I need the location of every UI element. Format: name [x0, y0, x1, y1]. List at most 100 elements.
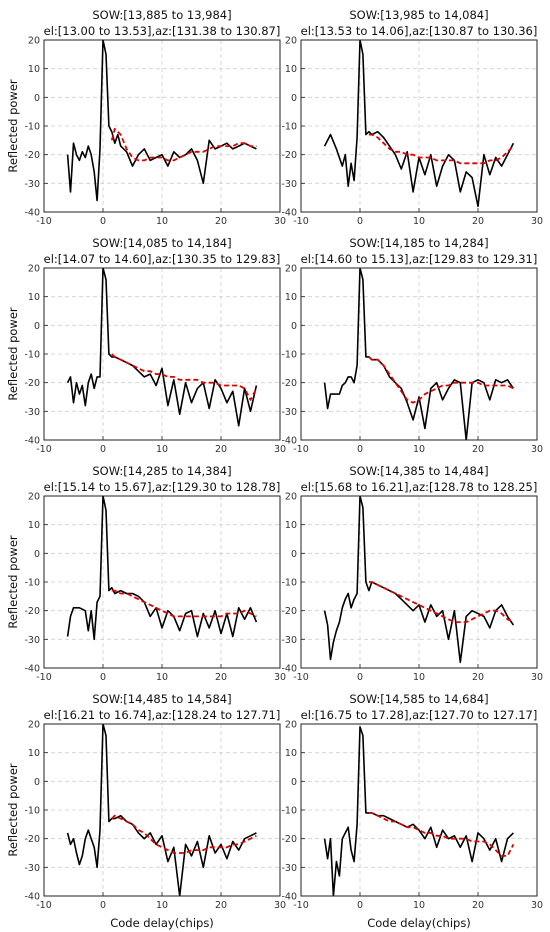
- panel-title-el-az: el:[14.60 to 15.13],az:[129.83 to 129.31…: [301, 252, 538, 266]
- y-tick-label: -30: [281, 635, 297, 646]
- panel-title-sow: SOW:[14,485 to 14,584]: [92, 692, 231, 706]
- x-tick-label: 10: [156, 900, 168, 911]
- panel-title-sow: SOW:[14,585 to 14,684]: [349, 692, 488, 706]
- x-tick-label: -10: [36, 672, 52, 683]
- x-tick-label: 0: [357, 216, 363, 227]
- y-tick-label: -20: [24, 150, 40, 161]
- panel-title-el-az: el:[13.53 to 14.06],az:[130.87 to 130.36…: [301, 24, 538, 38]
- panel-4: -10 0 10 20 30 -40 -30 -20 -10 0 10 20 SOW:[14,185 t…: [281, 236, 543, 455]
- y-tick-label: -10: [281, 578, 297, 589]
- y-tick-label: 10: [28, 520, 40, 531]
- y-tick-label: -10: [281, 122, 297, 133]
- y-tick-label: -10: [281, 806, 297, 817]
- y-tick-label: 20: [28, 492, 40, 503]
- y-axis-label: Reflected power: [6, 79, 20, 173]
- series-line-fit: [110, 127, 257, 162]
- x-tick-label: 30: [274, 444, 286, 455]
- series-line-fit: [368, 356, 514, 404]
- x-tick-label: 0: [100, 216, 106, 227]
- y-tick-label: 0: [34, 777, 40, 788]
- series-line-measured: [323, 40, 515, 208]
- y-tick-label: 0: [291, 93, 297, 104]
- x-tick-label: 0: [357, 672, 363, 683]
- panel-title-sow: SOW:[14,285 to 14,384]: [92, 464, 231, 478]
- y-tick-label: -20: [24, 834, 40, 845]
- y-tick-label: -30: [24, 179, 40, 190]
- x-tick-label: 10: [413, 444, 425, 455]
- x-tick-label: 30: [531, 672, 543, 683]
- y-tick-label: 20: [285, 36, 297, 47]
- y-tick-label: 0: [291, 321, 297, 332]
- x-tick-label: 20: [215, 216, 227, 227]
- x-tick-label: 30: [531, 900, 543, 911]
- x-tick-label: 10: [413, 900, 425, 911]
- series-line-measured: [323, 268, 515, 440]
- x-tick-label: 10: [413, 216, 425, 227]
- x-tick-label: -10: [36, 216, 52, 227]
- y-tick-label: -40: [24, 664, 40, 675]
- x-tick-label: 20: [472, 444, 484, 455]
- y-tick-label: 10: [28, 292, 40, 303]
- y-tick-label: -30: [24, 863, 40, 874]
- series-line-measured: [323, 496, 515, 664]
- x-axis-label: Code delay(chips): [367, 916, 471, 930]
- y-tick-label: -30: [281, 407, 297, 418]
- y-axis-label: Reflected power: [6, 535, 20, 629]
- y-tick-label: 10: [285, 292, 297, 303]
- panel-title-el-az: el:[15.68 to 16.21],az:[128.78 to 128.25…: [301, 480, 538, 494]
- series-line-measured: [66, 40, 257, 202]
- y-tick-label: 10: [285, 64, 297, 75]
- series-line-fit: [111, 589, 257, 618]
- panel-2: -10 0 10 20 30 -40 -30 -20 -10 0 10 20 SOW:[13,985 t…: [281, 8, 543, 227]
- y-tick-label: -30: [24, 635, 40, 646]
- y-tick-label: -20: [24, 606, 40, 617]
- panel-title-sow: SOW:[14,185 to 14,284]: [349, 236, 488, 250]
- panel-title-sow: SOW:[13,985 to 14,084]: [349, 8, 488, 22]
- panel-7: -10 0 10 20 30 -40 -30 -20 -10 0 10 20 SOW:[14,485 t…: [6, 692, 286, 930]
- panel-title-sow: SOW:[13,885 to 13,984]: [92, 8, 231, 22]
- series-line-fit: [368, 581, 514, 623]
- y-tick-label: 10: [28, 748, 40, 759]
- x-tick-label: -10: [293, 216, 309, 227]
- panel-5: -10 0 10 20 30 -40 -30 -20 -10 0 10 20 SOW:[14,285 t…: [6, 464, 286, 683]
- y-tick-label: 0: [291, 549, 297, 560]
- x-tick-label: 20: [215, 444, 227, 455]
- x-tick-label: 30: [274, 900, 286, 911]
- y-axis-label: Reflected power: [6, 307, 20, 401]
- x-tick-label: 20: [215, 672, 227, 683]
- x-tick-label: 10: [156, 444, 168, 455]
- y-tick-label: -40: [24, 208, 40, 219]
- y-tick-label: -10: [281, 350, 297, 361]
- series-line-fit: [368, 133, 515, 165]
- y-tick-label: -40: [24, 436, 40, 447]
- x-tick-label: 10: [156, 216, 168, 227]
- x-tick-label: 20: [215, 900, 227, 911]
- y-tick-label: -40: [281, 664, 297, 675]
- x-tick-label: 0: [100, 444, 106, 455]
- x-tick-label: -10: [36, 900, 52, 911]
- panel-title-el-az: el:[13.00 to 13.53],az:[131.38 to 130.87…: [44, 24, 281, 38]
- y-tick-label: 20: [285, 492, 297, 503]
- x-tick-label: 10: [156, 672, 168, 683]
- y-tick-label: 20: [28, 264, 40, 275]
- y-tick-label: 0: [34, 321, 40, 332]
- x-tick-label: -10: [293, 444, 309, 455]
- y-tick-label: -20: [24, 378, 40, 389]
- y-tick-label: 20: [28, 720, 40, 731]
- y-tick-label: -30: [281, 863, 297, 874]
- x-tick-label: 20: [472, 672, 484, 683]
- y-tick-label: -40: [281, 436, 297, 447]
- y-tick-label: 10: [28, 64, 40, 75]
- panel-title-sow: SOW:[14,085 to 14,184]: [92, 236, 231, 250]
- y-tick-label: -10: [24, 806, 40, 817]
- panel-title-el-az: el:[16.75 to 17.28],az:[127.70 to 127.17…: [301, 708, 538, 722]
- y-tick-label: -10: [24, 578, 40, 589]
- x-tick-label: 30: [531, 216, 543, 227]
- y-tick-label: -10: [24, 122, 40, 133]
- y-axis-label: Reflected power: [6, 763, 20, 857]
- x-tick-label: 0: [357, 444, 363, 455]
- panel-title-sow: SOW:[14,385 to 14,484]: [349, 464, 488, 478]
- panel-1: -10 0 10 20 30 -40 -30 -20 -10 0 10 20 SOW:[13,885 t…: [6, 8, 286, 227]
- x-tick-label: 20: [472, 216, 484, 227]
